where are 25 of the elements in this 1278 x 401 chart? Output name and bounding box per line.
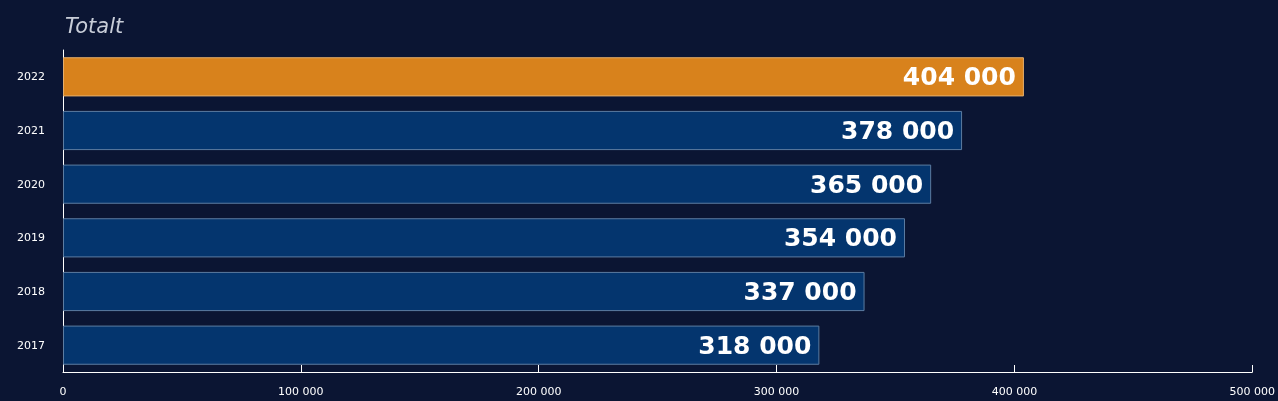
chart-title: Totalt: [65, 13, 125, 38]
x-tick-label: 0: [59, 385, 67, 398]
bar: [63, 325, 820, 365]
data-label: 318 000: [698, 330, 812, 360]
x-tick-label: 400 000: [991, 385, 1038, 398]
x-tick-label: 200 000: [515, 385, 562, 398]
data-label: 365 000: [810, 169, 924, 199]
data-label: 404 000: [902, 62, 1016, 92]
y-tick-label: 2017: [17, 338, 45, 352]
bar: [63, 57, 1024, 97]
bar: [63, 164, 932, 204]
y-tick-label: 2022: [17, 70, 45, 84]
bar: [63, 218, 905, 258]
x-tick-label: 300 000: [753, 385, 800, 398]
bar: [63, 271, 865, 312]
bar: [63, 110, 963, 151]
y-tick-label: 2021: [17, 124, 45, 137]
x-tick-label: 500 000: [1229, 385, 1276, 398]
data-label: 337 000: [743, 277, 857, 306]
y-tick-label: 2020: [17, 177, 45, 191]
data-label: 378 000: [841, 116, 955, 145]
y-tick-label: 2019: [17, 231, 45, 245]
data-label: 354 000: [783, 223, 897, 253]
x-tick-label: 100 000: [278, 385, 324, 398]
y-tick-label: 2018: [17, 285, 45, 298]
